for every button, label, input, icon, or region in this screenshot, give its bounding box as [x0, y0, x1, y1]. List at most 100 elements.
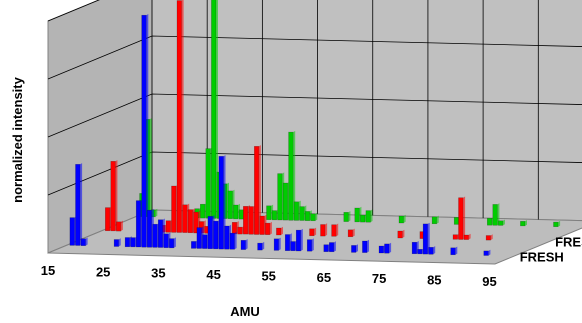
bar-side — [300, 228, 303, 251]
bar — [135, 200, 142, 248]
bar-side — [490, 234, 493, 241]
bar — [205, 148, 211, 219]
bar — [196, 227, 202, 249]
bar-side — [558, 220, 561, 227]
bar — [116, 221, 122, 232]
bar-side — [463, 196, 466, 240]
bar — [176, 0, 182, 233]
bar — [266, 205, 272, 220]
bar — [265, 222, 271, 235]
bar — [398, 215, 404, 224]
bar — [288, 131, 294, 221]
bar — [165, 220, 171, 233]
bar — [187, 209, 193, 234]
y-axis-label: normalized intensity — [10, 76, 25, 202]
bar — [213, 220, 219, 250]
bar — [362, 240, 368, 253]
series-label: FRESH+S — [555, 235, 582, 250]
bar-side — [262, 241, 265, 250]
bar — [257, 242, 263, 251]
bar — [218, 156, 224, 250]
bar — [431, 216, 437, 225]
bar — [360, 214, 366, 223]
bar — [417, 249, 423, 255]
bar — [411, 241, 417, 255]
bar — [351, 245, 357, 253]
x-tick-label: 35 — [151, 266, 165, 281]
bar-side — [85, 237, 88, 246]
bar — [290, 241, 296, 252]
bar-side — [348, 211, 351, 222]
bar — [259, 215, 265, 235]
bar — [310, 213, 316, 222]
x-tick-label: 25 — [96, 264, 110, 279]
bar — [169, 238, 175, 249]
bar — [384, 243, 390, 254]
bar-side — [115, 160, 118, 231]
x-tick-label: 75 — [372, 271, 386, 286]
bar-side — [502, 219, 505, 226]
bar-side — [403, 214, 406, 223]
bar — [378, 245, 384, 254]
bar-side — [146, 14, 149, 248]
x-tick-label: 95 — [482, 274, 496, 289]
bar-side — [455, 246, 458, 255]
bar — [146, 209, 153, 248]
gridline-y — [47, 0, 100, 22]
bar — [254, 146, 260, 235]
bar — [299, 206, 305, 221]
x-tick-label: 85 — [427, 273, 441, 288]
bar — [309, 228, 315, 237]
x-tick-label: 55 — [261, 268, 275, 283]
bar — [450, 247, 456, 256]
bar — [202, 234, 208, 249]
bar-side — [315, 212, 318, 221]
bar — [171, 185, 177, 233]
bar — [485, 235, 491, 241]
bar-side — [293, 130, 296, 221]
bar — [211, 0, 217, 219]
bar — [113, 239, 119, 247]
bar — [191, 241, 197, 249]
bar — [182, 204, 188, 233]
bar — [520, 221, 526, 227]
bar — [237, 226, 243, 235]
bar-side — [333, 241, 336, 252]
bar — [492, 204, 498, 226]
bar — [320, 224, 326, 237]
bar — [105, 207, 111, 232]
bar-side — [402, 229, 405, 238]
bar-side — [468, 233, 471, 240]
bar-side — [149, 118, 152, 217]
bar-side — [433, 246, 436, 255]
bar — [343, 212, 349, 222]
bar — [273, 238, 279, 251]
bar — [463, 234, 469, 240]
bar — [271, 210, 277, 221]
bar-side — [234, 231, 237, 250]
bar — [487, 217, 493, 226]
x-axis-label: AMU — [230, 304, 260, 319]
bar-side — [336, 223, 339, 237]
bar — [231, 222, 238, 235]
chart-gridlines — [47, 0, 582, 220]
bar-side — [325, 223, 328, 237]
bar — [163, 233, 169, 248]
bar-side — [245, 239, 248, 250]
bar — [453, 217, 460, 225]
bar — [306, 239, 313, 252]
bar — [553, 221, 559, 227]
bar-side — [223, 155, 226, 250]
bar — [75, 164, 81, 246]
bar-side — [370, 209, 373, 223]
bar — [207, 216, 213, 250]
bar — [141, 14, 147, 248]
bar — [284, 234, 291, 251]
bar — [428, 247, 434, 255]
bar-side — [258, 145, 261, 235]
bar-side — [216, 0, 218, 219]
bar — [229, 232, 235, 250]
bar-side — [173, 237, 176, 248]
bar — [323, 244, 329, 252]
